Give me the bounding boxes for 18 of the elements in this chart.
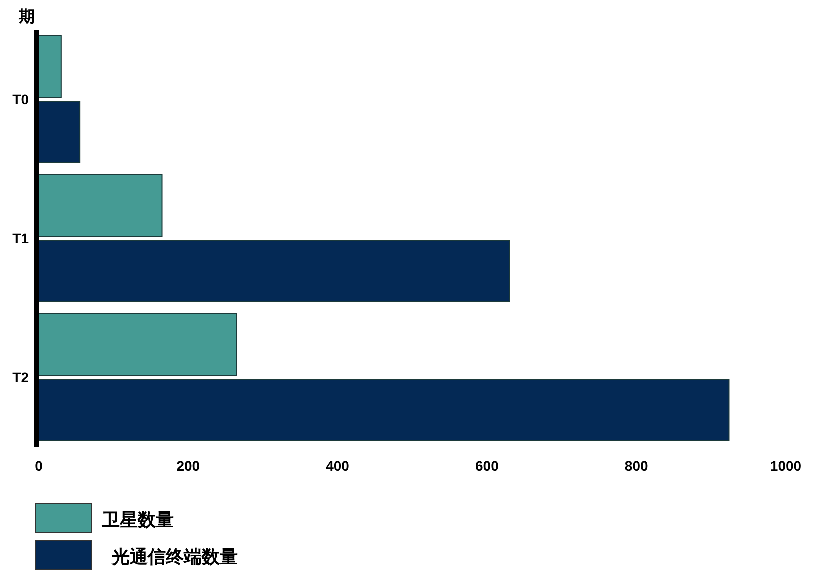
- legend-label: 卫星数量: [101, 510, 174, 530]
- x-tick-label: 200: [176, 458, 200, 474]
- legend-label: 光通信终端数量: [111, 547, 238, 567]
- y-tick-label: T2: [12, 370, 30, 386]
- x-tick-label: 600: [476, 458, 500, 474]
- y-axis-title: 期: [18, 8, 35, 26]
- y-tick-label: T0: [12, 92, 30, 108]
- y-tick-label: T1: [12, 230, 30, 246]
- x-tick-label: 0: [35, 458, 44, 474]
- bar: [38, 36, 62, 98]
- bar: [38, 379, 730, 442]
- bar: [38, 240, 510, 302]
- x-tick-label: 800: [624, 458, 648, 474]
- bar: [38, 174, 163, 237]
- x-tick-label: 1000: [770, 458, 802, 474]
- bar: [38, 101, 81, 164]
- x-tick-label: 400: [326, 458, 350, 474]
- bar: [38, 314, 238, 376]
